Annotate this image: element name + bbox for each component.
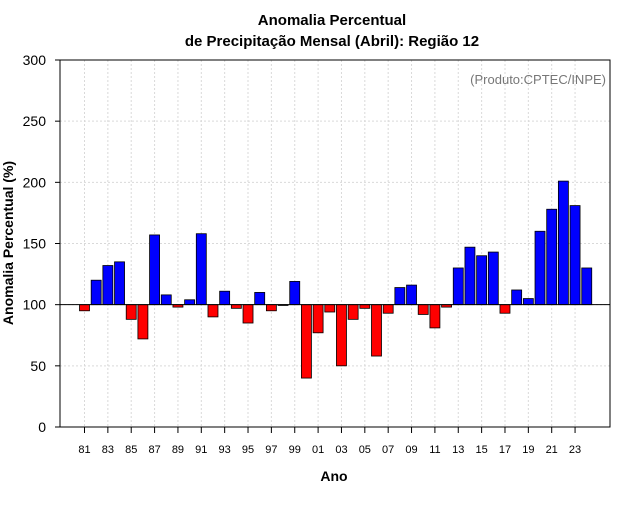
- x-axis-label: Ano: [320, 468, 347, 484]
- x-tick-label: 23: [569, 444, 581, 456]
- bar-15: [476, 255, 488, 306]
- x-tick-label: 15: [475, 444, 487, 456]
- y-tick-label: 50: [30, 358, 46, 374]
- bar-83: [102, 265, 114, 306]
- x-tick-label: 81: [78, 444, 90, 456]
- bar-93: [219, 290, 231, 306]
- bar-88: [160, 294, 172, 306]
- bar-02: [324, 304, 336, 313]
- chart-title-line1: Anomalia Percentual: [258, 12, 406, 29]
- y-axis: 0 50 100 150 200 250 300: [23, 52, 60, 435]
- y-tick-label: 100: [23, 297, 47, 313]
- bar-82: [90, 279, 102, 306]
- watermark-text: (Produto:CPTEC/INPE): [470, 72, 606, 87]
- x-tick-label: 95: [242, 444, 254, 456]
- bar-17: [499, 304, 511, 314]
- bar-20: [534, 230, 546, 306]
- y-tick-label: 300: [23, 52, 47, 68]
- bar-96: [254, 292, 266, 306]
- x-tick-label: 09: [405, 444, 417, 456]
- bar-07: [382, 304, 394, 314]
- bar-04: [347, 304, 359, 320]
- bar-91: [195, 233, 207, 306]
- bar-99: [289, 281, 301, 306]
- x-tick-label: 21: [546, 444, 558, 456]
- x-tick-label: 91: [195, 444, 207, 456]
- chart-title-line2: de Precipitação Mensal (Abril): Região 1…: [185, 33, 479, 50]
- bar-23: [569, 205, 581, 306]
- x-tick-label: 13: [452, 444, 464, 456]
- bar-08: [394, 287, 406, 306]
- y-tick-label: 250: [23, 113, 47, 129]
- bar-86: [137, 304, 149, 340]
- x-tick-label: 97: [265, 444, 277, 456]
- x-axis: 81 83 85 87 89 91 93 95 97 99 01 03 05 07 09 11 13 15 17 19…: [78, 427, 581, 456]
- bar-21: [546, 208, 558, 306]
- x-tick-label: 01: [312, 444, 324, 456]
- plot-area-frame: [59, 59, 611, 428]
- x-tick-label: 07: [382, 444, 394, 456]
- x-tick-label: 11: [429, 444, 440, 456]
- bar-09: [406, 284, 417, 306]
- bar-90: [184, 299, 196, 306]
- y-tick-label: 0: [38, 419, 46, 435]
- bar-06: [371, 304, 382, 357]
- y-axis-label: Anomalia Percentual (%): [0, 161, 16, 325]
- bar-19: [522, 298, 534, 306]
- x-tick-label: 05: [359, 444, 371, 456]
- bar-92: [207, 304, 219, 318]
- bar-10: [417, 304, 429, 315]
- bar-97: [265, 304, 277, 312]
- x-tick-label: 99: [289, 444, 301, 456]
- bar-11: [429, 304, 441, 329]
- x-tick-label: 85: [125, 444, 137, 456]
- bar-13: [452, 267, 464, 306]
- bar-01: [312, 304, 324, 334]
- x-tick-label: 19: [522, 444, 534, 456]
- x-tick-label: 17: [499, 444, 511, 456]
- bar-03: [336, 304, 347, 367]
- grid-lines: [60, 59, 610, 428]
- bars: [79, 180, 593, 379]
- x-tick-label: 87: [148, 444, 160, 456]
- bar-05: [359, 304, 371, 309]
- x-tick-label: 83: [102, 444, 114, 456]
- bar-85: [125, 304, 137, 320]
- bar-00: [301, 304, 312, 379]
- bar-87: [149, 234, 160, 306]
- bar-18: [511, 289, 523, 306]
- y-tick-label: 200: [23, 174, 47, 190]
- x-tick-label: 89: [172, 444, 184, 456]
- x-tick-label: 93: [219, 444, 231, 456]
- bar-95: [242, 304, 254, 324]
- bar-14: [464, 246, 476, 306]
- x-tick-label: 03: [335, 444, 347, 456]
- bar-22: [557, 180, 569, 306]
- bar-81: [79, 304, 90, 312]
- bar-84: [114, 261, 125, 306]
- bar-16: [487, 251, 499, 306]
- y-tick-label: 150: [23, 236, 47, 252]
- bar-24: [581, 267, 593, 306]
- bar-94: [230, 304, 242, 309]
